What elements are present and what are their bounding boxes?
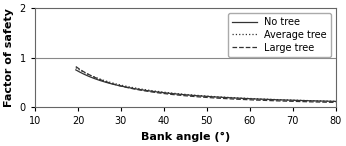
- No tree: [140, 89, 145, 91]
- Legend: No tree, Average tree, Large tree: No tree, Average tree, Large tree: [228, 13, 331, 57]
- No tree: [74, 69, 78, 71]
- Average tree: [227, 97, 231, 98]
- No tree: [191, 95, 195, 96]
- X-axis label: Bank angle (°): Bank angle (°): [141, 132, 230, 142]
- No tree: [227, 97, 231, 99]
- Average tree: [334, 100, 338, 102]
- No tree: [334, 100, 338, 102]
- Large tree: [74, 66, 78, 67]
- Large tree: [227, 98, 231, 100]
- Y-axis label: Factor of safety: Factor of safety: [4, 8, 14, 107]
- Average tree: [247, 98, 252, 99]
- Average tree: [74, 67, 78, 69]
- No tree: [120, 85, 124, 87]
- No tree: [247, 98, 252, 100]
- Average tree: [191, 94, 195, 96]
- No tree: [270, 99, 274, 100]
- Large tree: [247, 99, 252, 101]
- Average tree: [270, 99, 274, 100]
- Large tree: [334, 101, 338, 103]
- Large tree: [191, 96, 195, 97]
- Large tree: [120, 85, 124, 87]
- Average tree: [120, 84, 124, 86]
- Line: Average tree: Average tree: [76, 68, 336, 101]
- Average tree: [140, 88, 145, 90]
- Line: Large tree: Large tree: [76, 67, 336, 102]
- Line: No tree: No tree: [76, 70, 336, 101]
- Large tree: [140, 90, 145, 91]
- Large tree: [270, 100, 274, 101]
